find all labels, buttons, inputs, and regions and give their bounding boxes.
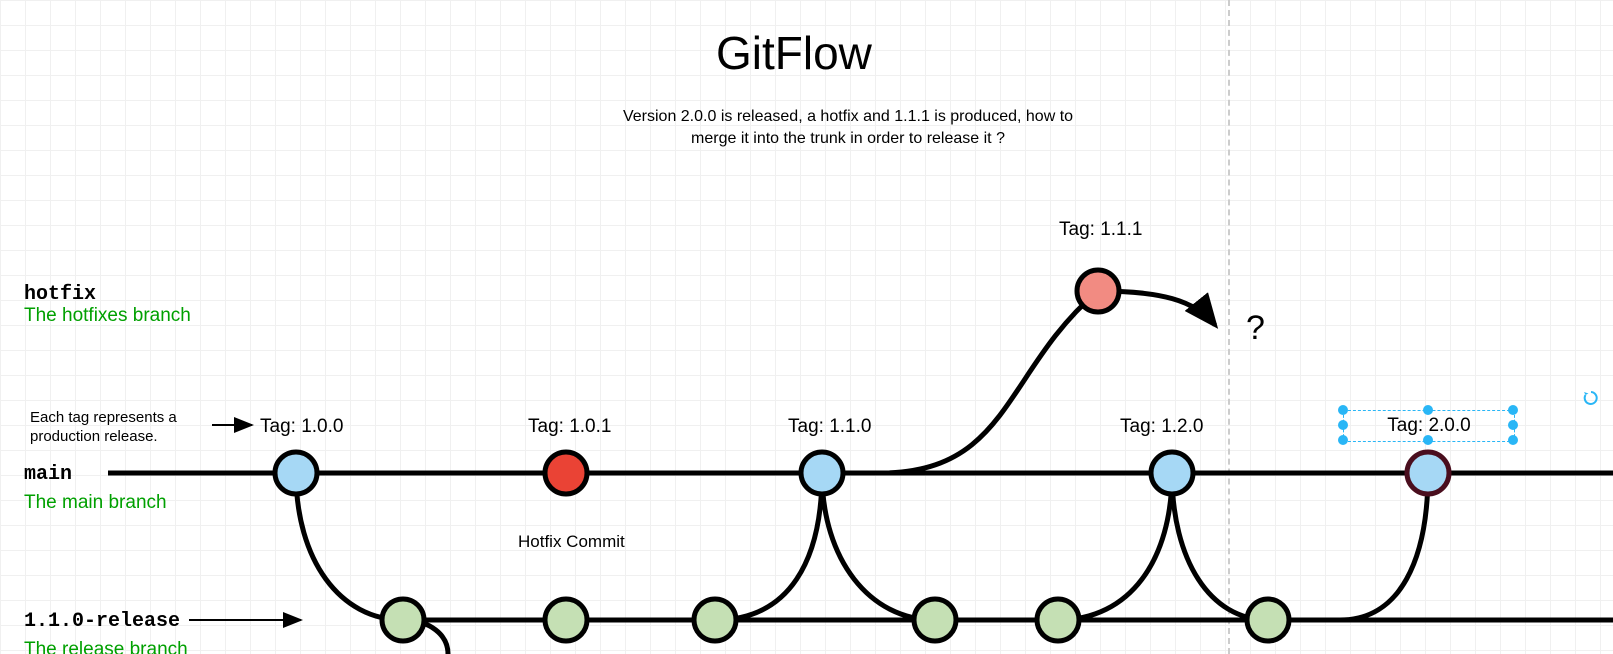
commit-node-main-1[interactable] bbox=[275, 452, 317, 494]
svg-layer bbox=[0, 0, 1613, 654]
commit-node-rel-5[interactable] bbox=[1037, 599, 1079, 641]
selection-handle[interactable] bbox=[1508, 435, 1518, 445]
edge-c-main4-rel6 bbox=[1172, 473, 1268, 620]
commit-node-rel-4[interactable] bbox=[914, 599, 956, 641]
tag-label: Tag: 1.1.1 bbox=[1059, 219, 1142, 241]
commit-node-main-5[interactable] bbox=[1407, 452, 1449, 494]
selection-handle[interactable] bbox=[1338, 420, 1348, 430]
edge-c-main3-hot bbox=[885, 291, 1098, 473]
commit-node-main-3[interactable] bbox=[801, 452, 843, 494]
edge-c-main3-rel4 bbox=[822, 473, 935, 620]
selection-handle[interactable] bbox=[1423, 405, 1433, 415]
commit-node-hotfix-1[interactable] bbox=[1077, 270, 1119, 312]
tag-label: Tag: 1.1.0 bbox=[788, 416, 871, 438]
tag-label: Tag: 1.0.0 bbox=[260, 416, 343, 438]
selection-handle[interactable] bbox=[1338, 405, 1348, 415]
selection-handle[interactable] bbox=[1423, 435, 1433, 445]
edge-c-rel3-main3 bbox=[715, 473, 822, 620]
selection-handle[interactable] bbox=[1508, 420, 1518, 430]
selection-handle[interactable] bbox=[1508, 405, 1518, 415]
selection-handle[interactable] bbox=[1338, 435, 1348, 445]
commit-node-rel-1[interactable] bbox=[382, 599, 424, 641]
commit-node-rel-6[interactable] bbox=[1247, 599, 1289, 641]
edge-c-rel6b-main5 bbox=[1340, 473, 1428, 620]
tag-label: Tag: 1.0.1 bbox=[528, 416, 611, 438]
rotate-icon[interactable] bbox=[1583, 390, 1599, 406]
edge-c-main1-rel1 bbox=[296, 473, 403, 620]
commit-node-rel-2[interactable] bbox=[545, 599, 587, 641]
commit-sublabel: Hotfix Commit bbox=[518, 532, 625, 552]
commit-node-rel-3[interactable] bbox=[694, 599, 736, 641]
edge-c-rel5-main4 bbox=[1058, 473, 1172, 620]
commit-node-main-2[interactable] bbox=[545, 452, 587, 494]
commit-node-main-4[interactable] bbox=[1151, 452, 1193, 494]
tag-label: Tag: 1.2.0 bbox=[1120, 416, 1203, 438]
